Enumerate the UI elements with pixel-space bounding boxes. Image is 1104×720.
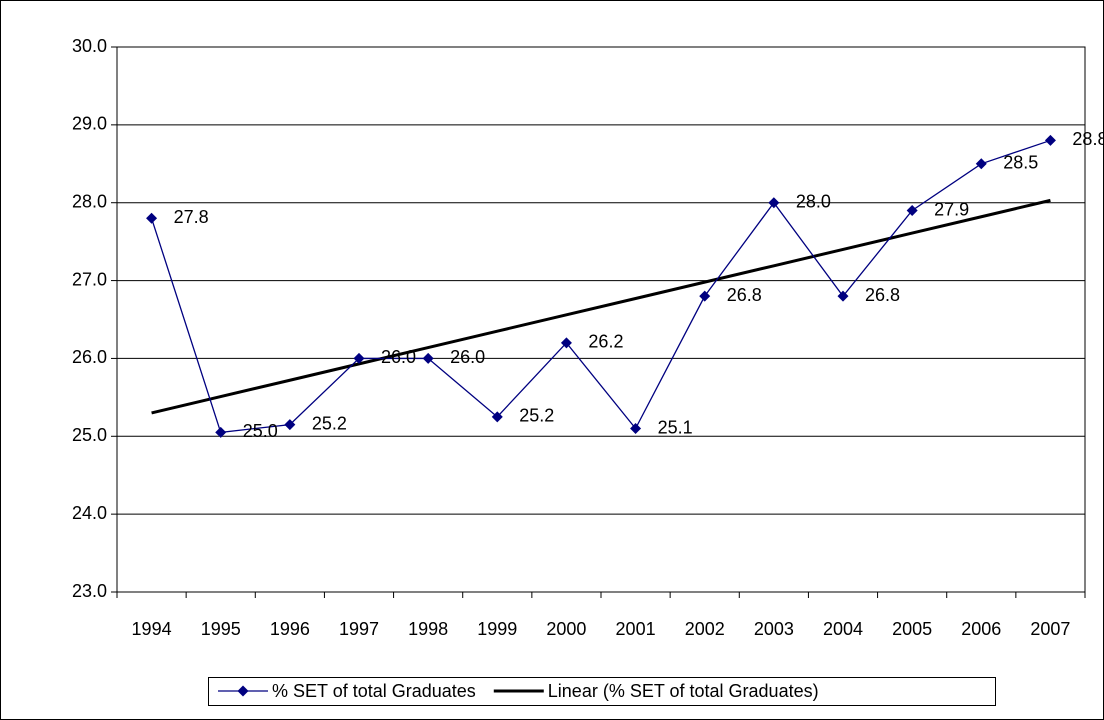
x-tick-label: 2007 — [1030, 619, 1070, 639]
x-tick-label: 1998 — [408, 619, 448, 639]
x-tick-label: 2000 — [546, 619, 586, 639]
x-tick-label: 2003 — [754, 619, 794, 639]
legend-label: Linear (% SET of total Graduates) — [548, 681, 819, 701]
legend-marker — [237, 685, 249, 697]
data-label: 26.0 — [381, 347, 416, 367]
x-tick-label: 1994 — [132, 619, 172, 639]
marker — [560, 337, 572, 349]
x-tick-label: 2004 — [823, 619, 863, 639]
marker — [215, 426, 227, 438]
marker — [837, 290, 849, 302]
marker — [630, 423, 642, 434]
marker — [699, 290, 711, 302]
x-tick-label: 1995 — [201, 619, 241, 639]
trend-line — [151, 198, 1051, 415]
marker — [768, 197, 780, 209]
y-tick-label: 26.0 — [72, 347, 107, 367]
x-tick-label: 1999 — [477, 619, 517, 639]
data-label: 27.8 — [174, 207, 209, 227]
data-label: 28.5 — [1003, 153, 1038, 173]
y-tick-label: 28.0 — [72, 191, 107, 211]
x-tick-label: 2002 — [685, 619, 725, 639]
marker — [1044, 134, 1056, 146]
data-label: 26.0 — [450, 347, 485, 367]
y-tick-label: 29.0 — [72, 114, 107, 134]
legend-label: % SET of total Graduates — [272, 681, 476, 701]
data-label: 26.2 — [588, 332, 623, 352]
data-label: 26.8 — [865, 285, 900, 305]
y-tick-label: 23.0 — [72, 581, 107, 601]
data-label: 28.0 — [796, 191, 831, 211]
y-tick-label: 24.0 — [72, 503, 107, 523]
x-tick-label: 1996 — [270, 619, 310, 639]
data-label: 28.8 — [1072, 129, 1104, 149]
marker — [906, 205, 918, 216]
plot-area — [116, 46, 1086, 593]
series-line — [150, 139, 1051, 434]
data-label: 25.2 — [519, 406, 554, 426]
marker — [353, 352, 365, 364]
x-tick-label: 2005 — [892, 619, 932, 639]
y-tick-label: 27.0 — [72, 269, 107, 289]
marker — [491, 411, 503, 423]
data-label: 25.2 — [312, 413, 347, 433]
marker — [975, 158, 987, 170]
x-tick-label: 2001 — [616, 619, 656, 639]
data-label: 25.0 — [243, 421, 278, 441]
data-label: 27.9 — [934, 199, 969, 219]
data-label: 25.1 — [658, 417, 693, 437]
legend-box — [208, 677, 996, 706]
marker — [146, 212, 158, 224]
x-tick-label: 1997 — [339, 619, 379, 639]
marker — [284, 419, 296, 431]
y-tick-label: 25.0 — [72, 425, 107, 445]
marker — [422, 352, 434, 364]
x-tick-label: 2006 — [961, 619, 1001, 639]
y-tick-label: 30.0 — [72, 36, 107, 56]
data-label: 26.8 — [727, 285, 762, 305]
